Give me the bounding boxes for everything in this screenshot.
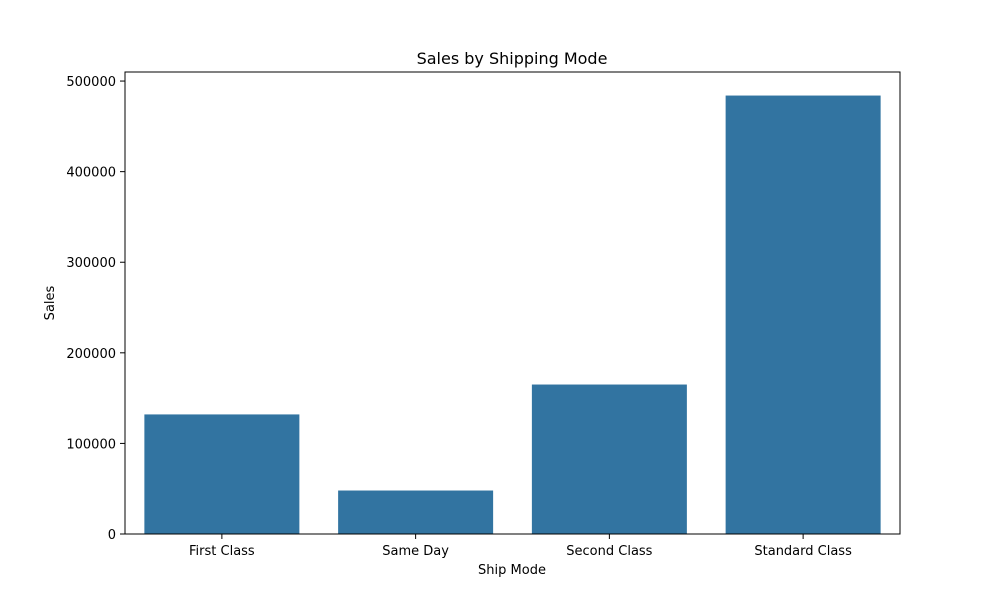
x-tick-label: Standard Class (754, 544, 852, 559)
x-ticks-layer: First Class Same Day Second Class Standard … (189, 534, 852, 559)
y-tick-label: 200000 (66, 347, 116, 362)
x-tick-label: Same Day (382, 544, 449, 559)
bar-second-class (531, 384, 687, 534)
bars-layer (144, 95, 881, 534)
x-tick-label: First Class (189, 544, 255, 559)
y-ticks-layer: 0 100000 200000 300000 400000 500000 (66, 75, 125, 543)
y-tick-label: 400000 (66, 166, 116, 181)
chart-title: Sales by Shipping Mode (417, 49, 608, 68)
x-tick-label: Second Class (566, 544, 652, 559)
y-tick-label: 100000 (66, 437, 116, 452)
y-tick-label: 300000 (66, 256, 116, 271)
bar-standard-class (725, 95, 881, 534)
y-tick-label: 0 (108, 528, 116, 543)
plot-frame (124, 71, 901, 535)
y-tick-label: 500000 (66, 75, 116, 90)
x-axis-label: Ship Mode (478, 563, 546, 578)
y-axis-label: Sales (43, 285, 58, 320)
bar-same-day (338, 490, 494, 534)
bar-first-class (144, 414, 300, 534)
